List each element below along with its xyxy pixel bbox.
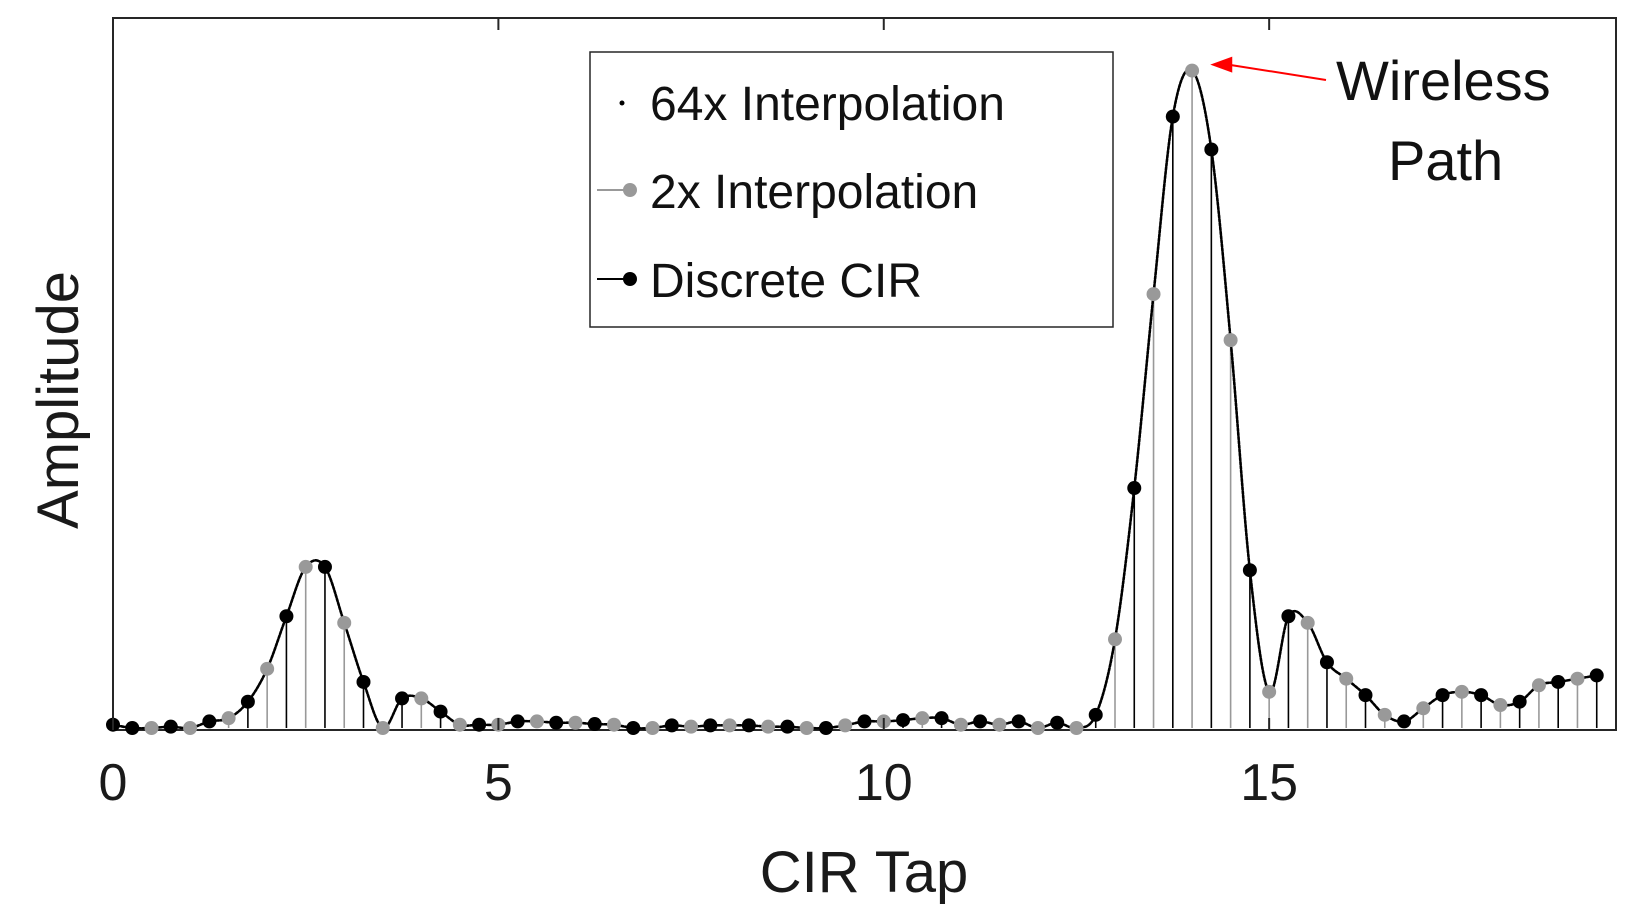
interp-2x-marker <box>1454 684 1469 699</box>
discrete-cir-marker <box>1050 715 1065 730</box>
discrete-cir-marker <box>780 719 795 734</box>
x-tick-label: 10 <box>855 754 913 812</box>
interp-2x-marker <box>838 718 853 733</box>
annotation-arrowhead <box>1210 56 1233 73</box>
interp-2x-marker <box>1069 721 1084 735</box>
legend-box <box>589 51 1114 328</box>
interp-2x-marker <box>607 717 621 732</box>
interp-64x-curve <box>111 68 1599 730</box>
interp-2x-marker <box>1030 721 1045 735</box>
interp-2x-marker <box>375 721 390 735</box>
discrete-cir-marker <box>1011 714 1026 729</box>
x-tick-label: 15 <box>1240 754 1298 812</box>
interp-2x-marker <box>337 615 352 630</box>
discrete-cir-marker <box>973 714 988 729</box>
interp-2x-marker <box>568 715 583 730</box>
interp-2x-marker <box>953 717 968 732</box>
discrete-cir-marker <box>896 713 911 728</box>
interp-2x-marker <box>1262 684 1277 699</box>
discrete-cir-marker <box>934 711 949 726</box>
discrete-cir-marker <box>356 674 371 689</box>
interp-2x-marker <box>1339 671 1354 686</box>
discrete-cir-marker <box>703 718 718 733</box>
discrete-cir-marker <box>1589 668 1604 683</box>
wireless-path-annotation: Wireless Path <box>1210 49 1551 192</box>
discrete-cir-marker <box>395 691 410 706</box>
interp-2x-marker <box>414 691 429 706</box>
interp-2x-marker <box>645 721 660 735</box>
interp-2x-marker <box>1493 697 1508 712</box>
discrete-cir-marker <box>1204 142 1219 157</box>
discrete-cir-marker <box>857 714 872 729</box>
discrete-cir-marker <box>818 721 833 735</box>
legend-swatch-64x <box>619 100 625 106</box>
discrete-cir-marker <box>433 704 448 719</box>
legend-label-64x: 64x Interpolation <box>650 78 1005 131</box>
discrete-cir-marker <box>1358 688 1373 703</box>
discrete-cir-marker <box>1512 694 1527 709</box>
discrete-cir-marker <box>1127 481 1142 496</box>
annotation-arrow <box>1228 63 1327 81</box>
interp-2x-marker <box>915 711 930 726</box>
interp-2x-marker <box>1531 678 1546 693</box>
discrete-cir-marker <box>1319 655 1334 670</box>
discrete-cir-marker <box>163 719 178 734</box>
interp-2x-marker <box>1223 333 1238 348</box>
interp-2x-marker <box>1416 701 1431 716</box>
interp-2x-marker <box>260 661 275 676</box>
interp-2x-marker <box>722 718 737 733</box>
interp-2x-marker <box>183 721 198 735</box>
discrete-cir-marker <box>626 721 641 735</box>
legend-swatch-cir-marker <box>623 272 637 286</box>
annotation-text-line1: Wireless <box>1336 49 1551 112</box>
discrete-cir-marker <box>1281 609 1296 624</box>
discrete-cir-marker <box>1088 707 1103 722</box>
interp-2x-marker <box>298 559 313 574</box>
interp-2x-marker <box>1377 707 1392 722</box>
legend-label-2x: 2x Interpolation <box>650 166 978 219</box>
legend: 64x Interpolation 2x Interpolation Discr… <box>589 51 1114 328</box>
legend-label-cir: Discrete CIR <box>650 255 922 308</box>
discrete-cir-marker <box>240 694 255 709</box>
discrete-cir-marker <box>741 718 756 733</box>
interp-2x-marker <box>761 719 776 734</box>
interp-2x-marker <box>1570 671 1585 686</box>
x-tick-label: 0 <box>99 754 128 812</box>
y-axis-title: Amplitude <box>26 271 91 529</box>
x-axis-title: CIR Tap <box>760 840 968 905</box>
discrete-cir-marker <box>1551 674 1566 689</box>
discrete-cir-marker <box>472 717 487 732</box>
interp-2x-marker <box>1185 63 1200 78</box>
interp-2x-marker <box>452 717 467 732</box>
x-tick-label: 5 <box>484 754 513 812</box>
discrete-cir-marker <box>1242 563 1257 578</box>
discrete-cir-marker <box>510 714 525 729</box>
interp-64x-line <box>111 68 1599 730</box>
discrete-cir-marker <box>1165 109 1180 124</box>
interp-2x-marker <box>221 711 236 726</box>
interp-2x-marker <box>684 719 699 734</box>
discrete-cir-marker <box>317 559 332 574</box>
legend-swatch-2x-marker <box>623 183 637 197</box>
discrete-cir-marker <box>125 721 140 735</box>
interp-2x-marker <box>1108 632 1122 647</box>
discrete-cir-marker <box>202 714 217 729</box>
discrete-cir-marker <box>1474 688 1489 703</box>
interp-2x-marker <box>1300 615 1315 630</box>
interp-2x-marker <box>529 714 544 729</box>
discrete-cir-marker <box>549 715 564 730</box>
sample-markers <box>106 63 1604 735</box>
discrete-cir-marker <box>1435 688 1450 703</box>
interp-2x-marker <box>799 721 814 735</box>
x-axis-ticks: 0 5 10 15 <box>99 18 1298 812</box>
discrete-cir-marker <box>279 609 294 624</box>
discrete-cir-marker <box>1397 714 1412 729</box>
interp-2x-marker <box>144 721 159 735</box>
interp-2x-marker <box>992 717 1007 732</box>
annotation-text-line2: Path <box>1388 129 1503 192</box>
interp-2x-marker <box>1146 287 1161 302</box>
discrete-cir-marker <box>587 717 602 732</box>
discrete-cir-marker <box>664 718 679 733</box>
